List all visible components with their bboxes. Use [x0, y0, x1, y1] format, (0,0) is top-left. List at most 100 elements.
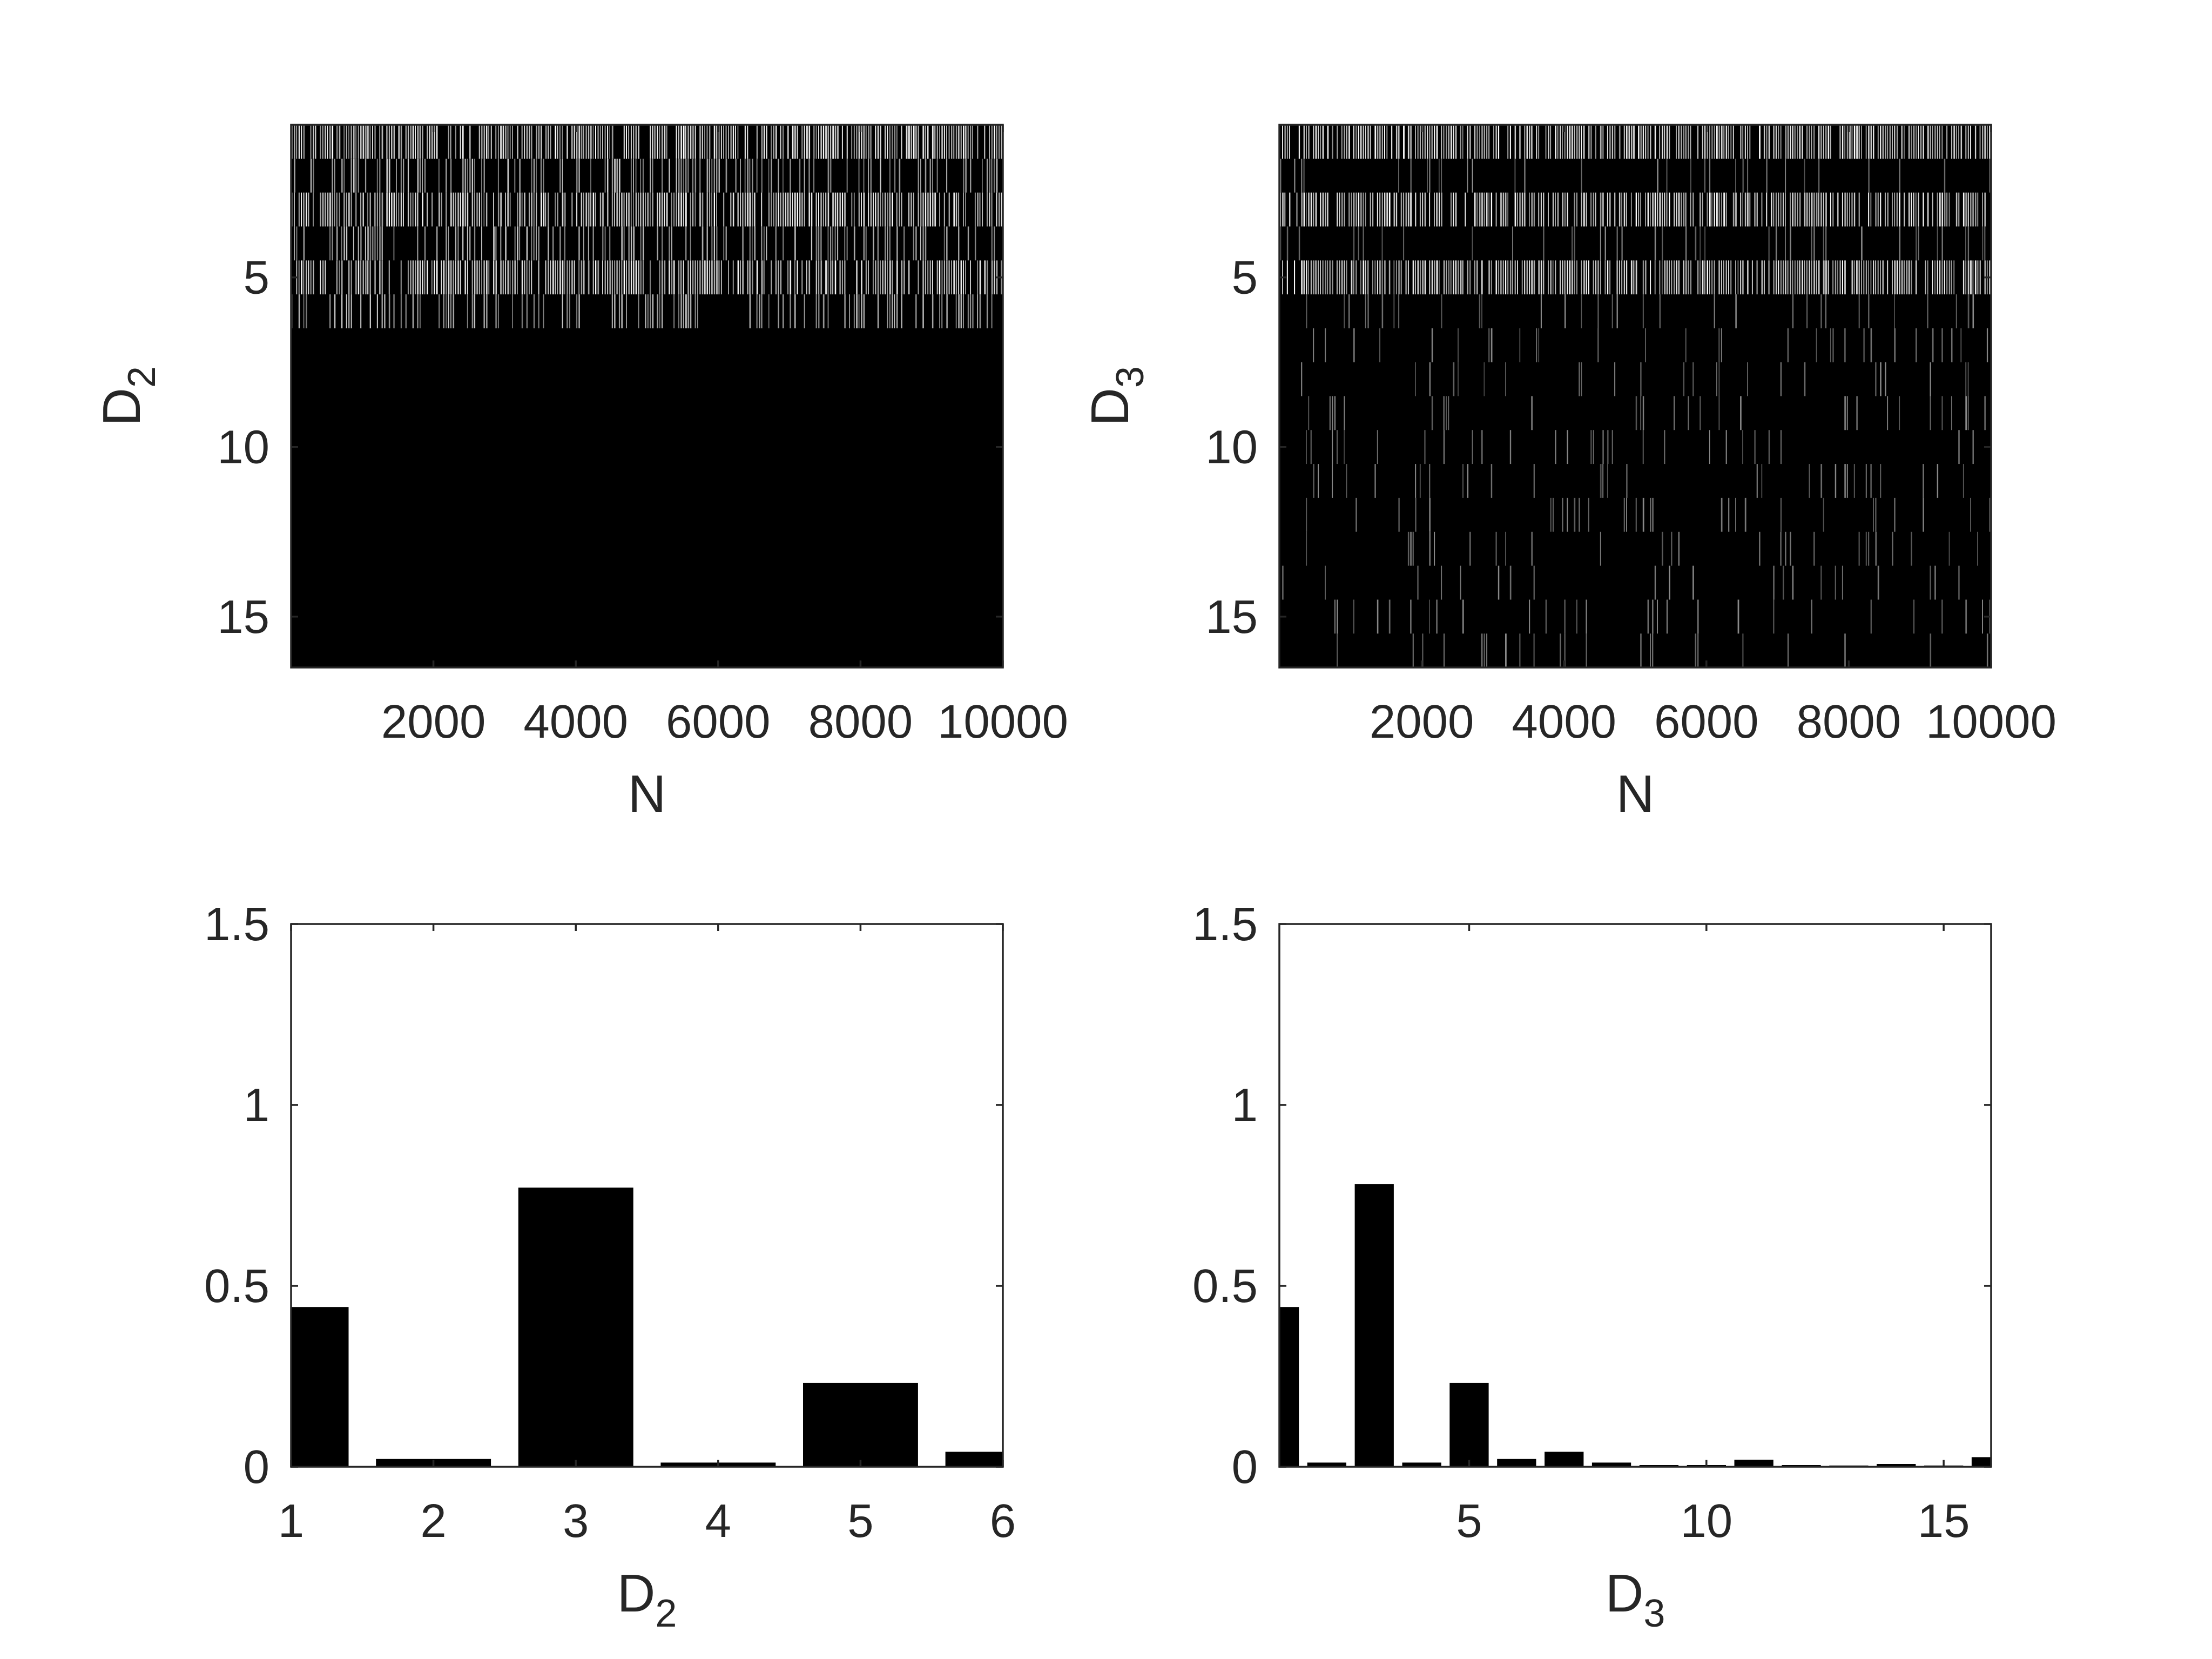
heatmap-cell: [1839, 125, 1841, 159]
heatmap-cell: [972, 294, 974, 328]
heatmap-cell: [1472, 158, 1473, 193]
heatmap-cell: [1572, 125, 1573, 159]
heatmap-cell: [578, 294, 580, 328]
heatmap-cell: [1296, 192, 1298, 227]
heatmap-cell: [775, 192, 777, 227]
heatmap-cell: [485, 260, 488, 295]
heatmap-cell: [1415, 497, 1417, 532]
heatmap-cell: [747, 158, 748, 193]
heatmap-cell: [963, 260, 964, 295]
heatmap-cell: [1647, 599, 1649, 634]
heatmap-cell: [1483, 633, 1485, 667]
heatmap-cell: [398, 125, 400, 159]
heatmap-cell: [1282, 125, 1283, 159]
heatmap-cell: [922, 125, 925, 159]
heatmap-cell: [766, 125, 767, 159]
heatmap-cell: [1308, 192, 1310, 227]
heatmap-cell: [680, 260, 682, 295]
heatmap-cell: [834, 125, 837, 159]
heatmap-cell: [574, 260, 575, 295]
heatmap-cell: [1555, 260, 1556, 295]
heatmap-cell: [892, 192, 893, 227]
heatmap-cell: [1602, 464, 1604, 498]
heatmap-cell: [673, 260, 675, 295]
heatmap-cell: [592, 125, 594, 159]
axes-frame: [290, 124, 1004, 669]
heatmap-cell: [1759, 531, 1761, 566]
heatmap-cell: [341, 158, 343, 193]
x-axis-label-main: D: [617, 1563, 656, 1623]
heatmap-cell: [775, 125, 777, 159]
heatmap-cell: [1930, 396, 1931, 430]
heatmap-cell: [1700, 192, 1701, 227]
heatmap-cell: [1353, 192, 1355, 227]
heatmap-cell: [694, 125, 696, 159]
heatmap-cell: [1685, 328, 1687, 362]
heatmap-cell: [1704, 158, 1705, 193]
heatmap-cell: [1393, 192, 1395, 227]
heatmap-cell: [1586, 633, 1587, 667]
heatmap-cell: [1664, 430, 1665, 464]
heatmap-cell: [1851, 192, 1853, 227]
heatmap-cell: [1941, 396, 1943, 430]
heatmap-cell: [650, 125, 651, 159]
heatmap-cell: [478, 192, 480, 227]
heatmap-cell: [536, 192, 537, 227]
heatmap-cell: [1552, 260, 1554, 295]
heatmap-cell: [1654, 226, 1656, 261]
heatmap-cell: [611, 260, 613, 295]
axes-frame: [1278, 124, 1992, 669]
heatmap-cell: [832, 260, 833, 295]
heatmap-cell: [896, 226, 898, 261]
heatmap-cell: [393, 226, 395, 261]
heatmap-cell: [1410, 125, 1412, 159]
heatmap-cell: [609, 125, 610, 159]
heatmap-cell: [894, 158, 896, 193]
heatmap-cell: [1916, 125, 1917, 159]
heatmap-cell: [972, 125, 973, 159]
heatmap-cell: [1460, 260, 1462, 295]
heatmap-cell: [1873, 497, 1874, 532]
heatmap-cell: [986, 294, 988, 328]
heatmap-cell: [604, 226, 606, 261]
heatmap-cell: [1768, 430, 1770, 464]
heatmap-cell: [1861, 226, 1863, 261]
heatmap-cell: [1526, 260, 1528, 295]
heatmap-cell: [597, 260, 599, 295]
heatmap-cell: [1797, 260, 1798, 295]
heatmap-cell: [1407, 531, 1410, 566]
heatmap-cell: [460, 260, 461, 295]
heatmap-cell: [517, 125, 518, 159]
heatmap-cell: [744, 158, 746, 193]
heatmap-cell: [1429, 531, 1431, 566]
heatmap-cell: [1579, 362, 1580, 396]
heatmap-cell: [1386, 125, 1388, 159]
heatmap-cell: [687, 158, 689, 193]
heatmap-cell: [1310, 260, 1312, 295]
heatmap-cell: [841, 192, 844, 227]
heatmap-cell: [1989, 125, 1991, 159]
heatmap-cell: [1875, 362, 1877, 396]
heatmap-cell: [365, 158, 367, 193]
heatmap-cell: [1455, 260, 1457, 295]
heatmap-cell: [716, 260, 718, 295]
heatmap-cell: [1851, 125, 1853, 159]
heatmap-cell: [901, 125, 902, 159]
heatmap-cell: [417, 192, 419, 227]
heatmap-cell: [1865, 464, 1867, 498]
heatmap-cell: [1462, 260, 1464, 295]
heatmap-cell: [329, 192, 331, 227]
heatmap-cell: [313, 192, 314, 227]
heatmap-cell: [998, 125, 1000, 159]
heatmap-cell: [1823, 497, 1824, 532]
heatmap-cell: [1948, 531, 1950, 566]
heatmap-cell: [1652, 192, 1654, 227]
heatmap-cell: [1453, 362, 1455, 396]
heatmap-cell: [320, 192, 321, 227]
heatmap-cell: [607, 125, 609, 159]
heatmap-cell: [967, 294, 969, 328]
heatmap-cell: [1955, 192, 1958, 227]
heatmap-cell: [1861, 125, 1862, 159]
heatmap-cell: [550, 125, 551, 159]
